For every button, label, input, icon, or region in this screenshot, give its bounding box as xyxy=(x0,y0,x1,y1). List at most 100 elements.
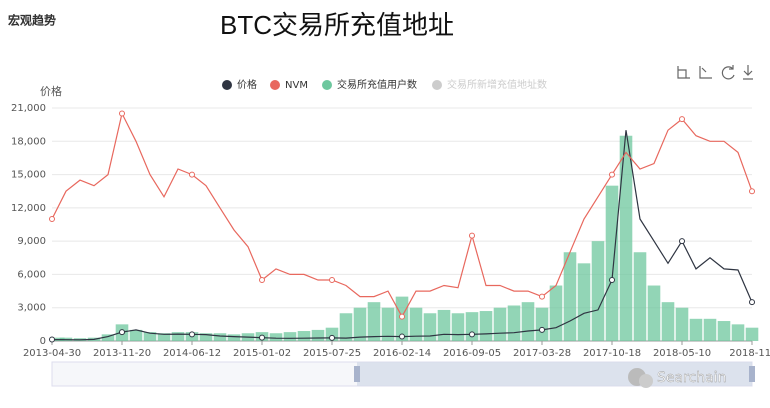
bar xyxy=(213,333,227,341)
x-tick-label: 2013-11-20 xyxy=(93,348,151,359)
bar xyxy=(339,313,353,341)
bar xyxy=(157,333,171,341)
page-header: 宏观趋势 xyxy=(8,13,56,28)
point xyxy=(189,171,195,178)
y-tick-label: 3,000 xyxy=(17,303,46,314)
point xyxy=(329,334,335,341)
zoom-reset-icon[interactable] xyxy=(699,66,712,79)
point xyxy=(679,116,685,123)
bar xyxy=(437,309,451,341)
bar xyxy=(647,285,661,341)
bar xyxy=(507,305,521,341)
bar xyxy=(619,135,633,341)
point xyxy=(469,232,475,239)
bar xyxy=(717,321,731,341)
point xyxy=(399,313,405,320)
bar xyxy=(367,302,381,341)
x-tick-label: 2018-05-10 xyxy=(653,348,711,359)
bar xyxy=(577,263,591,341)
x-tick-label: 2016-02-14 xyxy=(373,348,431,359)
bar xyxy=(675,307,689,341)
watermark: Searchain xyxy=(657,370,726,386)
bar xyxy=(521,302,535,341)
bar xyxy=(605,185,619,341)
bar xyxy=(549,285,563,341)
point xyxy=(609,276,615,283)
zoom-handle[interactable] xyxy=(354,366,360,382)
point xyxy=(119,329,125,336)
zoom-icon[interactable] xyxy=(677,66,690,79)
x-tick-label: 2014-06-12 xyxy=(163,348,221,359)
bar xyxy=(227,334,241,341)
legend-label[interactable]: NVM xyxy=(285,80,308,91)
bar xyxy=(703,318,717,341)
bar xyxy=(129,329,143,341)
y-tick-label: 12,000 xyxy=(11,203,46,214)
x-tick-label: 2015-01-02 xyxy=(233,348,291,359)
y-tick-label: 9,000 xyxy=(17,236,46,247)
toolbox[interactable] xyxy=(677,65,753,80)
x-tick-label: 2017-10-18 xyxy=(583,348,641,359)
point xyxy=(469,331,475,338)
point xyxy=(539,326,545,333)
bar xyxy=(171,332,185,341)
x-tick-label: 2013-04-30 xyxy=(23,348,81,359)
y-tick-label: 18,000 xyxy=(11,136,46,147)
bar xyxy=(283,332,297,341)
bar xyxy=(199,333,213,341)
bar xyxy=(493,307,507,341)
restore-icon[interactable] xyxy=(721,65,735,80)
legend-marker xyxy=(270,80,280,90)
x-tick-label: 2016-09-05 xyxy=(443,348,501,359)
legend-label[interactable]: 交易所新增充值地址数 xyxy=(447,78,547,91)
bar xyxy=(409,307,423,341)
y-tick-label: 6,000 xyxy=(17,269,46,280)
point xyxy=(609,171,615,178)
point xyxy=(539,293,545,300)
zoom-window[interactable] xyxy=(357,362,752,386)
x-tick-label: 2018-11- xyxy=(729,348,770,359)
bar xyxy=(353,307,367,341)
point xyxy=(259,334,265,341)
bar xyxy=(269,333,283,341)
bar xyxy=(591,241,605,341)
y-tick-label: 15,000 xyxy=(11,170,46,181)
point xyxy=(749,299,755,306)
bar xyxy=(423,313,437,341)
bar xyxy=(297,331,311,341)
point xyxy=(749,188,755,195)
bar xyxy=(731,324,745,341)
bar xyxy=(661,302,675,341)
bar xyxy=(451,313,465,341)
bar xyxy=(563,252,577,341)
y-tick-label: 0 xyxy=(40,336,46,347)
bar xyxy=(745,327,759,341)
bar xyxy=(101,334,115,341)
bar xyxy=(143,332,157,341)
watermark-box: Searchain xyxy=(628,368,727,388)
y-tick-label: 21,000 xyxy=(11,103,46,114)
point xyxy=(119,110,125,117)
line xyxy=(51,111,753,318)
bar xyxy=(535,307,549,341)
bar xyxy=(479,311,493,341)
point xyxy=(679,238,685,245)
point xyxy=(49,336,55,343)
legend-label[interactable]: 交易所充值用户数 xyxy=(337,78,417,91)
zoom-handle[interactable] xyxy=(749,366,755,382)
point xyxy=(49,215,55,222)
x-tick-label: 2015-07-25 xyxy=(303,348,361,359)
legend-label[interactable]: 价格 xyxy=(237,78,257,91)
point xyxy=(329,276,335,283)
point xyxy=(399,333,405,340)
x-tick-label: 2017-03-28 xyxy=(513,348,571,359)
bar xyxy=(311,329,325,341)
point xyxy=(189,331,195,338)
save-icon[interactable] xyxy=(743,65,753,80)
bar xyxy=(633,252,647,341)
bar xyxy=(689,318,703,341)
legend-marker xyxy=(222,80,232,90)
point xyxy=(259,276,265,283)
wechat-icon xyxy=(639,374,653,388)
